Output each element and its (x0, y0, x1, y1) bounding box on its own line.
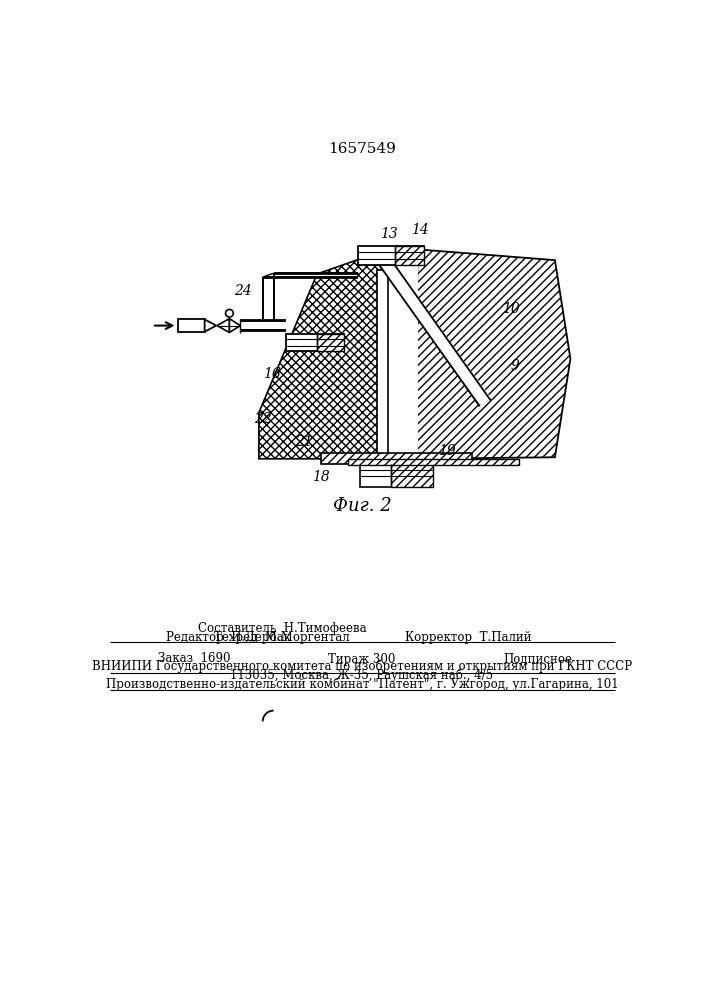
Text: Тираж 300: Тираж 300 (328, 652, 396, 666)
Text: 10: 10 (502, 302, 520, 316)
Text: Корректор  Т.Палий: Корректор Т.Палий (405, 631, 532, 644)
Text: 14: 14 (411, 223, 429, 237)
Polygon shape (414, 249, 571, 459)
Text: 21: 21 (295, 435, 312, 449)
Polygon shape (230, 319, 240, 333)
Text: Фиг. 2: Фиг. 2 (332, 497, 392, 515)
Text: 1657549: 1657549 (328, 142, 396, 156)
Polygon shape (378, 270, 388, 455)
Polygon shape (317, 334, 344, 351)
Text: ВНИИПИ Государственного комитета по изобретениям и открытиям при ГКНТ СССР: ВНИИПИ Государственного комитета по изоб… (92, 660, 632, 673)
Polygon shape (286, 334, 344, 351)
Text: Подписное: Подписное (503, 652, 573, 666)
Text: Составитель  Н.Тимофеева: Составитель Н.Тимофеева (198, 622, 366, 635)
Polygon shape (360, 464, 406, 487)
Polygon shape (378, 257, 491, 405)
Text: 16: 16 (263, 367, 281, 381)
Polygon shape (348, 459, 518, 465)
Polygon shape (383, 251, 418, 459)
Polygon shape (321, 453, 472, 464)
Text: 13: 13 (380, 227, 398, 241)
Text: 19: 19 (438, 444, 455, 458)
Text: Техред  М.Моргентал: Техред М.Моргентал (214, 631, 350, 644)
Polygon shape (259, 251, 383, 459)
Polygon shape (391, 464, 433, 487)
Text: 22: 22 (254, 412, 271, 426)
Polygon shape (264, 274, 358, 320)
Polygon shape (395, 246, 424, 265)
Text: 18: 18 (312, 470, 329, 484)
Polygon shape (204, 319, 216, 332)
Text: 9: 9 (510, 359, 519, 373)
Polygon shape (217, 319, 230, 333)
Text: Заказ  1690: Заказ 1690 (158, 652, 230, 666)
Circle shape (226, 309, 233, 317)
Polygon shape (177, 319, 204, 332)
Text: 113035, Москва, Ж-35, Раушская наб., 4/5: 113035, Москва, Ж-35, Раушская наб., 4/5 (230, 668, 493, 682)
Text: Редактор  И.Дербак: Редактор И.Дербак (166, 631, 291, 644)
Text: Производственно-издательский комбинат "Патент", г. Ужгород, ул.Гагарина, 101: Производственно-издательский комбинат "П… (105, 678, 618, 691)
Polygon shape (358, 246, 424, 265)
Text: 24: 24 (235, 284, 252, 298)
